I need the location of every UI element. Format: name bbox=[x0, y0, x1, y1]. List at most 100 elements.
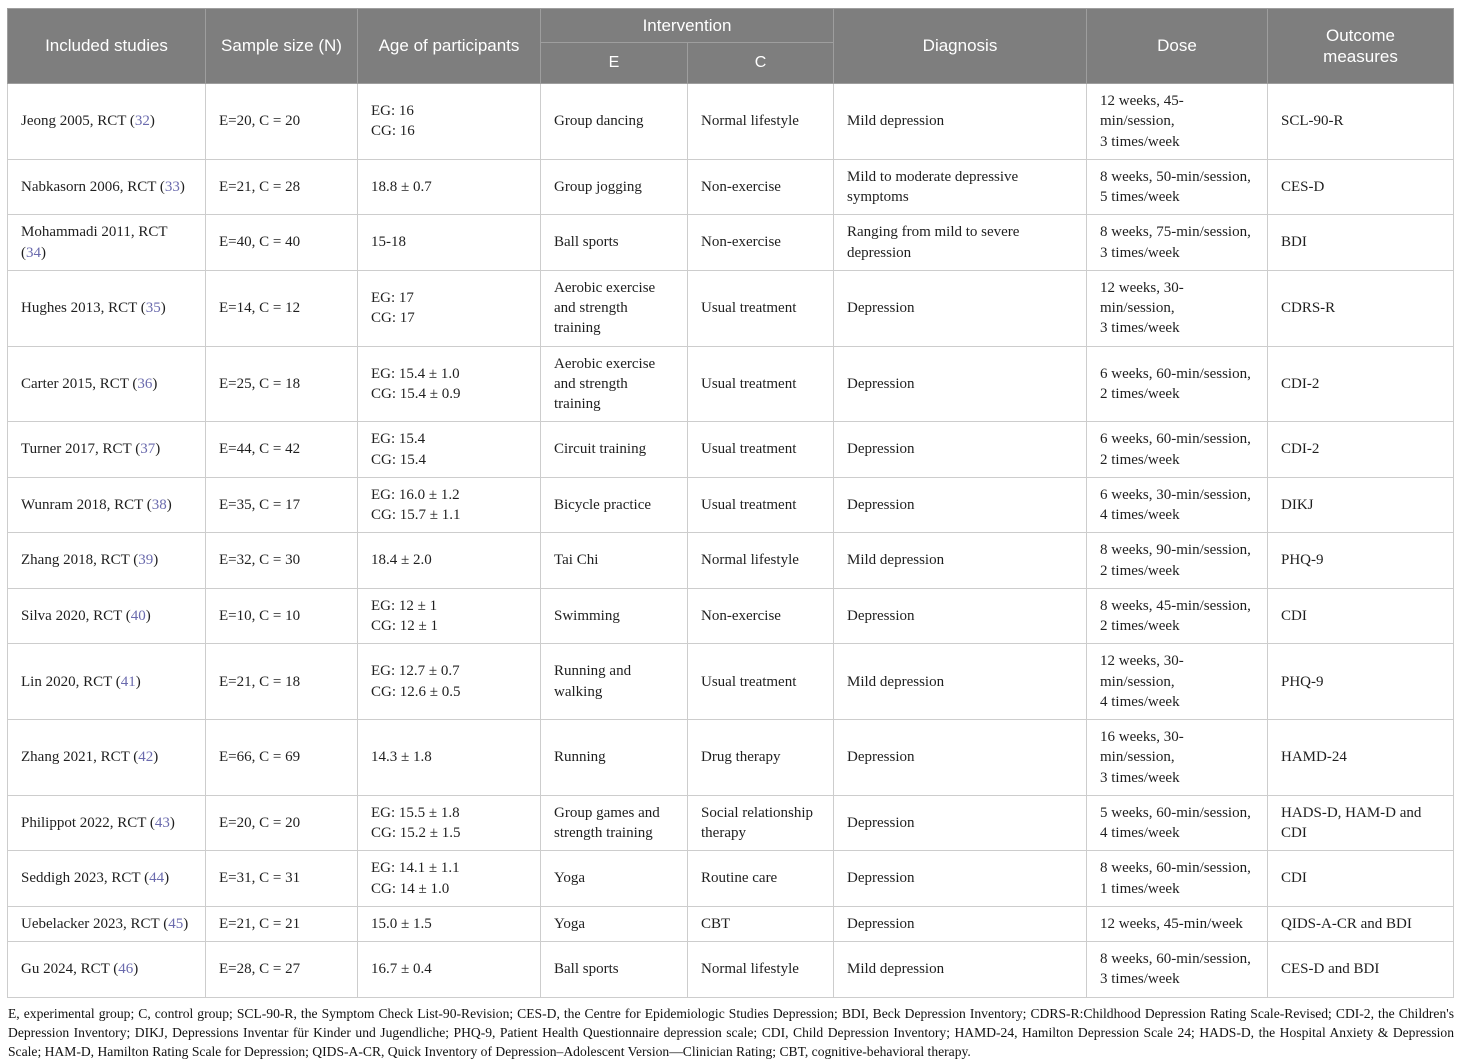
study-label: Wunram 2018, RCT bbox=[21, 497, 143, 513]
paren-close: ) bbox=[153, 552, 158, 568]
cell-sample-size: E=44, C = 42 bbox=[206, 422, 358, 478]
cell-intervention-e: Bicycle practice bbox=[541, 477, 688, 533]
citation-link[interactable]: 34 bbox=[26, 245, 41, 261]
cell-sample-size: E=28, C = 27 bbox=[206, 942, 358, 998]
citation-link[interactable]: 33 bbox=[165, 179, 180, 195]
cell-diagnosis: Depression bbox=[834, 422, 1087, 478]
cell-study: Silva 2020, RCT (40) bbox=[8, 588, 206, 644]
cell-sample-size: E=35, C = 17 bbox=[206, 477, 358, 533]
paren-close: ) bbox=[136, 674, 141, 690]
paren-close: ) bbox=[152, 376, 157, 392]
cell-dose: 12 weeks, 45-min/session, 3 times/week bbox=[1087, 84, 1268, 160]
paren-close: ) bbox=[170, 815, 175, 831]
citation-link[interactable]: 35 bbox=[146, 300, 161, 316]
cell-intervention-c: Normal lifestyle bbox=[688, 942, 834, 998]
cell-study: Jeong 2005, RCT (32) bbox=[8, 84, 206, 160]
cell-intervention-c: Non-exercise bbox=[688, 159, 834, 215]
cell-age: EG: 12.7 ± 0.7 CG: 12.6 ± 0.5 bbox=[358, 644, 541, 720]
cell-age: EG: 17 CG: 17 bbox=[358, 270, 541, 346]
study-label: Mohammadi 2011, RCT bbox=[21, 224, 167, 240]
cell-study: Uebelacker 2023, RCT (45) bbox=[8, 906, 206, 941]
table-header: Included studies Sample size (N) Age of … bbox=[8, 9, 1454, 84]
citation-link[interactable]: 40 bbox=[131, 608, 146, 624]
cell-dose: 5 weeks, 60-min/session, 4 times/week bbox=[1087, 795, 1268, 851]
study-label: Lin 2020, RCT bbox=[21, 674, 112, 690]
cell-diagnosis: Mild depression bbox=[834, 84, 1087, 160]
cell-diagnosis: Depression bbox=[834, 588, 1087, 644]
study-label: Carter 2015, RCT bbox=[21, 376, 129, 392]
cell-study: Carter 2015, RCT (36) bbox=[8, 346, 206, 422]
cell-intervention-c: Normal lifestyle bbox=[688, 84, 834, 160]
cell-study: Turner 2017, RCT (37) bbox=[8, 422, 206, 478]
citation-link[interactable]: 36 bbox=[137, 376, 152, 392]
cell-dose: 8 weeks, 50-min/session, 5 times/week bbox=[1087, 159, 1268, 215]
citation-link[interactable]: 32 bbox=[135, 113, 150, 129]
cell-age: 15-18 bbox=[358, 215, 541, 271]
cell-diagnosis: Depression bbox=[834, 906, 1087, 941]
table-body: Jeong 2005, RCT (32) E=20, C = 20 EG: 16… bbox=[8, 84, 1454, 998]
cell-intervention-c: Usual treatment bbox=[688, 477, 834, 533]
cell-sample-size: E=20, C = 20 bbox=[206, 84, 358, 160]
cell-intervention-c: Normal lifestyle bbox=[688, 533, 834, 589]
cell-age: 18.8 ± 0.7 bbox=[358, 159, 541, 215]
cell-dose: 12 weeks, 45-min/week bbox=[1087, 906, 1268, 941]
study-label: Silva 2020, RCT bbox=[21, 608, 122, 624]
cell-dose: 8 weeks, 60-min/session, 1 times/week bbox=[1087, 851, 1268, 907]
cell-study: Lin 2020, RCT (41) bbox=[8, 644, 206, 720]
cell-study: Hughes 2013, RCT (35) bbox=[8, 270, 206, 346]
cell-sample-size: E=10, C = 10 bbox=[206, 588, 358, 644]
paren-close: ) bbox=[146, 608, 151, 624]
table-row: Gu 2024, RCT (46) E=28, C = 27 16.7 ± 0.… bbox=[8, 942, 1454, 998]
cell-intervention-e: Group games and strength training bbox=[541, 795, 688, 851]
cell-diagnosis: Mild to moderate depressive symptoms bbox=[834, 159, 1087, 215]
cell-diagnosis: Depression bbox=[834, 851, 1087, 907]
table-row: Nabkasorn 2006, RCT (33) E=21, C = 28 18… bbox=[8, 159, 1454, 215]
table-row: Philippot 2022, RCT (43) E=20, C = 20 EG… bbox=[8, 795, 1454, 851]
paren-close: ) bbox=[150, 113, 155, 129]
cell-age: EG: 15.5 ± 1.8 CG: 15.2 ± 1.5 bbox=[358, 795, 541, 851]
citation-link[interactable]: 41 bbox=[121, 674, 136, 690]
cell-sample-size: E=66, C = 69 bbox=[206, 720, 358, 796]
citation-link[interactable]: 46 bbox=[118, 961, 133, 977]
table-footnote: E, experimental group; C, control group;… bbox=[7, 998, 1455, 1061]
study-label: Zhang 2018, RCT bbox=[21, 552, 129, 568]
paren-close: ) bbox=[183, 916, 188, 932]
paren-close: ) bbox=[41, 245, 46, 261]
citation-link[interactable]: 38 bbox=[152, 497, 167, 513]
cell-sample-size: E=21, C = 28 bbox=[206, 159, 358, 215]
citation-link[interactable]: 39 bbox=[138, 552, 153, 568]
paren-close: ) bbox=[167, 497, 172, 513]
cell-intervention-c: Social relationship therapy bbox=[688, 795, 834, 851]
cell-dose: 12 weeks, 30-min/session, 3 times/week bbox=[1087, 270, 1268, 346]
cell-age: EG: 14.1 ± 1.1 CG: 14 ± 1.0 bbox=[358, 851, 541, 907]
cell-study: Philippot 2022, RCT (43) bbox=[8, 795, 206, 851]
cell-dose: 16 weeks, 30-min/session, 3 times/week bbox=[1087, 720, 1268, 796]
cell-study: Nabkasorn 2006, RCT (33) bbox=[8, 159, 206, 215]
cell-dose: 8 weeks, 60-min/session, 3 times/week bbox=[1087, 942, 1268, 998]
cell-intervention-e: Yoga bbox=[541, 906, 688, 941]
cell-diagnosis: Ranging from mild to severe depression bbox=[834, 215, 1087, 271]
citation-link[interactable]: 45 bbox=[168, 916, 183, 932]
table-row: Zhang 2018, RCT (39) E=32, C = 30 18.4 ±… bbox=[8, 533, 1454, 589]
cell-study: Seddigh 2023, RCT (44) bbox=[8, 851, 206, 907]
cell-dose: 8 weeks, 90-min/session, 2 times/week bbox=[1087, 533, 1268, 589]
cell-outcome: CDI bbox=[1268, 851, 1454, 907]
citation-link[interactable]: 43 bbox=[155, 815, 170, 831]
study-label: Gu 2024, RCT bbox=[21, 961, 109, 977]
study-label: Jeong 2005, RCT bbox=[21, 113, 126, 129]
citation-link[interactable]: 44 bbox=[149, 870, 164, 886]
table-row: Wunram 2018, RCT (38) E=35, C = 17 EG: 1… bbox=[8, 477, 1454, 533]
cell-outcome: BDI bbox=[1268, 215, 1454, 271]
study-label: Hughes 2013, RCT bbox=[21, 300, 137, 316]
cell-intervention-e: Group dancing bbox=[541, 84, 688, 160]
table-row: Carter 2015, RCT (36) E=25, C = 18 EG: 1… bbox=[8, 346, 1454, 422]
citation-link[interactable]: 42 bbox=[138, 749, 153, 765]
citation-link[interactable]: 37 bbox=[140, 441, 155, 457]
cell-study: Zhang 2018, RCT (39) bbox=[8, 533, 206, 589]
cell-intervention-e: Circuit training bbox=[541, 422, 688, 478]
table-row: Hughes 2013, RCT (35) E=14, C = 12 EG: 1… bbox=[8, 270, 1454, 346]
cell-sample-size: E=31, C = 31 bbox=[206, 851, 358, 907]
cell-diagnosis: Mild depression bbox=[834, 942, 1087, 998]
study-label: Zhang 2021, RCT bbox=[21, 749, 129, 765]
